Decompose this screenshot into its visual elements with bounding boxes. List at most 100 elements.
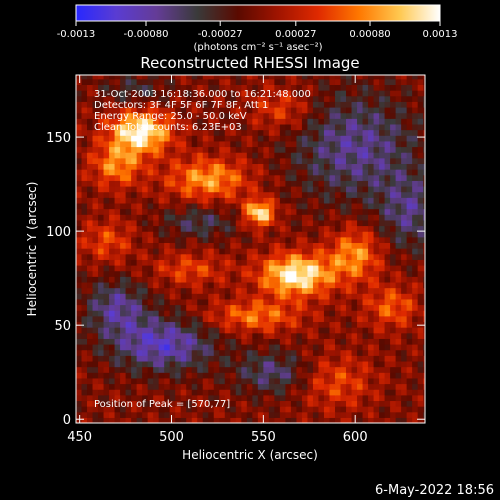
heatmap-cell xyxy=(197,101,204,108)
heatmap-cell xyxy=(401,219,408,227)
heatmap-cell xyxy=(412,332,419,339)
heatmap-cell xyxy=(87,242,94,249)
heatmap-cell xyxy=(109,101,116,108)
heatmap-cell xyxy=(285,298,292,306)
heatmap-cell xyxy=(362,242,369,249)
heatmap-cell xyxy=(136,310,143,317)
heatmap-cell xyxy=(323,112,331,119)
heatmap-cell xyxy=(379,118,386,125)
y-tick-label: 0 xyxy=(63,413,71,428)
heatmap-cell xyxy=(175,236,182,244)
heatmap-cell xyxy=(368,417,375,423)
heatmap-cell xyxy=(362,389,369,396)
heatmap-cell xyxy=(257,219,264,227)
heatmap-cell xyxy=(412,225,419,232)
heatmap-cell xyxy=(125,123,132,131)
heatmap-cell xyxy=(252,112,259,119)
heatmap-cell xyxy=(213,84,220,91)
heatmap-cell xyxy=(423,197,425,204)
heatmap-cell xyxy=(98,112,105,119)
heatmap-cell xyxy=(334,248,342,255)
heatmap-cell xyxy=(175,84,182,91)
heatmap-cell xyxy=(334,112,342,119)
heatmap-cell xyxy=(142,197,149,204)
heatmap-cell xyxy=(334,360,342,368)
heatmap-cell xyxy=(125,276,132,283)
heatmap-cell xyxy=(87,281,94,289)
heatmap-cell xyxy=(318,95,325,102)
heatmap-cell xyxy=(197,332,204,339)
heatmap-cell xyxy=(235,231,242,238)
heatmap-cell xyxy=(180,84,187,91)
heatmap-cell xyxy=(412,394,419,402)
heatmap-cell xyxy=(285,327,292,334)
heatmap-cell xyxy=(307,236,314,244)
heatmap-cell xyxy=(180,202,187,210)
heatmap-cell xyxy=(109,163,116,170)
heatmap-cell xyxy=(76,349,83,356)
heatmap-cell xyxy=(186,349,193,356)
heatmap-cell xyxy=(263,293,270,300)
heatmap-cell xyxy=(340,135,347,142)
heatmap-cell xyxy=(92,101,99,108)
heatmap-cell xyxy=(246,366,253,373)
heatmap-cell xyxy=(274,169,281,176)
heatmap-cell xyxy=(92,242,99,249)
heatmap-cell xyxy=(158,95,165,102)
heatmap-cell xyxy=(274,152,281,159)
heatmap-cell xyxy=(379,101,386,108)
heatmap-cell xyxy=(208,180,215,187)
heatmap-cell xyxy=(329,372,336,379)
heatmap-cell xyxy=(235,321,242,328)
heatmap-cell xyxy=(373,349,380,356)
heatmap-cell xyxy=(340,174,347,181)
heatmap-cell xyxy=(412,389,419,396)
heatmap-cell xyxy=(318,90,325,97)
heatmap-cell xyxy=(136,75,143,80)
heatmap-cell xyxy=(92,152,99,159)
heatmap-cell xyxy=(357,78,364,85)
heatmap-cell xyxy=(362,343,369,351)
heatmap-cell xyxy=(257,135,264,142)
heatmap-cell xyxy=(235,236,242,244)
heatmap-cell xyxy=(312,327,320,334)
heatmap-cell xyxy=(191,377,198,385)
heatmap-cell xyxy=(131,360,138,368)
heatmap-cell xyxy=(263,327,270,334)
heatmap-cell xyxy=(312,163,320,170)
heatmap-cell xyxy=(390,270,397,277)
heatmap-cell xyxy=(87,214,94,221)
heatmap-cell xyxy=(136,389,143,396)
heatmap-cell xyxy=(346,276,353,283)
heatmap-cell xyxy=(213,95,220,102)
heatmap-cell xyxy=(98,372,105,379)
heatmap-cell xyxy=(368,75,375,80)
heatmap-cell xyxy=(208,406,215,413)
heatmap-cell xyxy=(406,78,413,85)
heatmap-cell xyxy=(87,208,94,215)
heatmap-cell xyxy=(169,315,176,323)
heatmap-cell xyxy=(114,75,121,80)
heatmap-cell xyxy=(197,95,204,102)
heatmap-cell xyxy=(257,394,264,402)
heatmap-cell xyxy=(87,101,94,108)
heatmap-cell xyxy=(401,78,408,85)
heatmap-cell xyxy=(340,236,347,244)
heatmap-cell xyxy=(252,281,259,289)
heatmap-cell xyxy=(368,304,375,311)
heatmap-cell xyxy=(395,406,402,413)
heatmap-cell xyxy=(417,123,424,131)
heatmap-cell xyxy=(340,315,347,323)
heatmap-cell xyxy=(103,152,110,159)
heatmap-cell xyxy=(186,146,193,153)
heatmap-cell xyxy=(290,366,298,373)
heatmap-cell xyxy=(98,389,105,396)
heatmap-cell xyxy=(423,146,425,153)
heatmap-cell xyxy=(92,383,99,390)
heatmap-cell xyxy=(164,411,171,418)
heatmap-cell xyxy=(401,118,408,125)
heatmap-cell xyxy=(241,377,248,385)
heatmap-cell xyxy=(362,327,369,334)
heatmap-cell xyxy=(268,366,275,373)
heatmap-cell xyxy=(379,191,386,198)
